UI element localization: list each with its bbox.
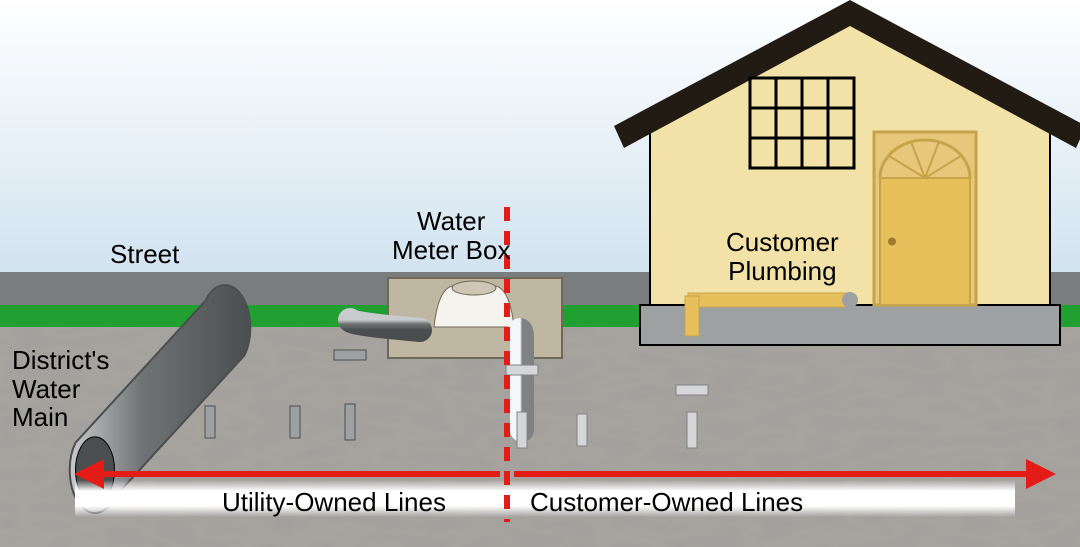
label-district-water-main: District's Water Main (12, 346, 109, 432)
diagram-svg (0, 0, 1080, 547)
door (874, 132, 976, 305)
window (750, 78, 854, 168)
label-utility-owned: Utility-Owned Lines (222, 488, 446, 517)
label-street: Street (110, 240, 179, 269)
diagram-root: Street Water Meter Box Customer Plumbing… (0, 0, 1080, 547)
label-water-meter-box: Water Meter Box (392, 207, 511, 264)
label-customer-plumbing: Customer Plumbing (726, 228, 839, 285)
label-customer-owned: Customer-Owned Lines (530, 488, 803, 517)
